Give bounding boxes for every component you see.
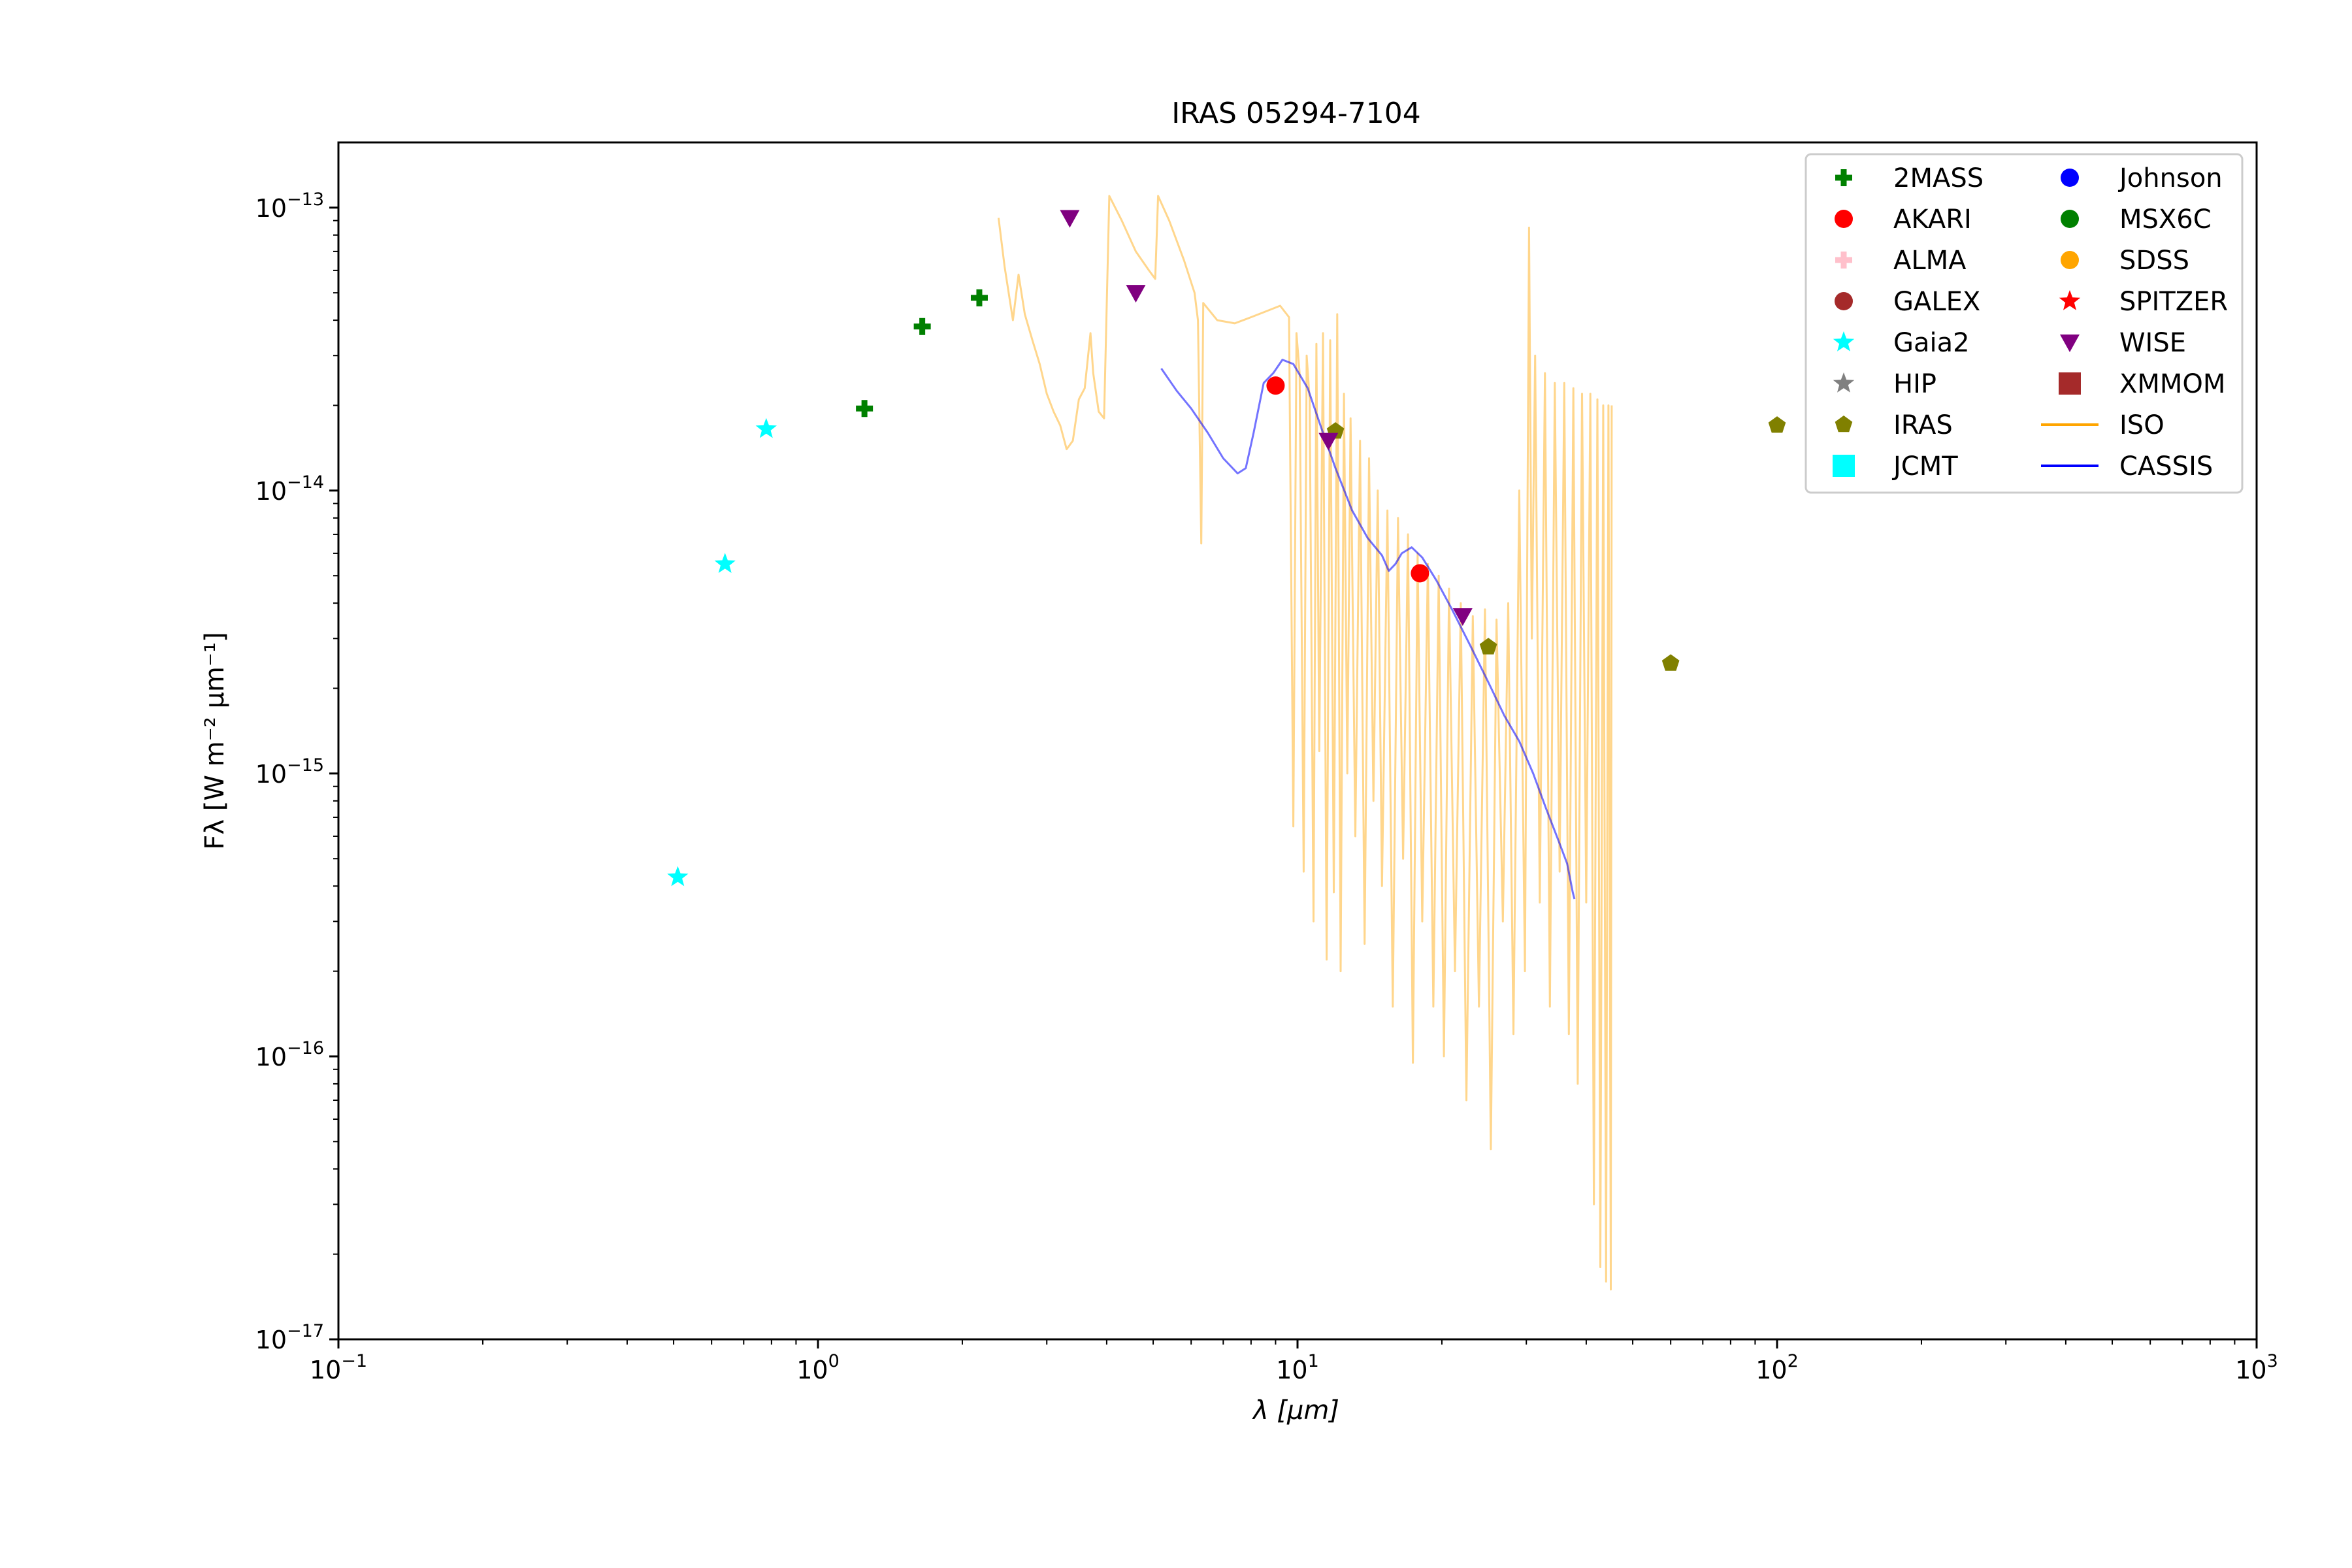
y-tick-label: 10−14: [255, 472, 324, 506]
wise-data-point: [1060, 210, 1080, 228]
legend-marker-msx6c: [2061, 210, 2079, 228]
y-tick-label: 10−16: [255, 1038, 324, 1071]
legend-label-hip: HIP: [1893, 369, 1936, 399]
legend-label-johnson: Johnson: [2117, 163, 2223, 193]
legend: 2MASS AKARI ALMA GALEX Gaia2 HIP IRAS JCMT Johns…: [1805, 153, 2244, 494]
wise-data-point: [1126, 285, 1146, 303]
gaia2-data-point: [714, 553, 736, 573]
cassis-spectrum-line: [1160, 359, 1576, 900]
gaia2-data-point: [667, 866, 689, 887]
wise-data-point: [1318, 433, 1339, 451]
legend-label-sdss: SDSS: [2119, 246, 2189, 276]
y-tick-label: 10−17: [255, 1321, 324, 1354]
legend-marker-johnson: [2061, 169, 2079, 187]
wise-data-point: [1452, 608, 1473, 626]
legend-label-xmmom: XMMOM: [2119, 369, 2225, 399]
iras-data-point: [1661, 654, 1680, 671]
legend-label-iras: IRAS: [1893, 410, 1953, 440]
2mass-data-point: [913, 318, 931, 335]
legend-marker-spitzer: [2059, 290, 2081, 310]
legend-label-akari: AKARI: [1893, 204, 1972, 235]
iras-data-point: [1768, 416, 1786, 433]
legend-label-cassis: CASSIS: [2119, 451, 2213, 482]
legend-label-jcmt: JCMT: [1891, 451, 1958, 482]
legend-marker-wise: [2060, 335, 2080, 352]
legend-label-galex: GALEX: [1893, 287, 1980, 317]
legend-label-wise: WISE: [2119, 328, 2186, 358]
legend-box: [1805, 153, 2244, 494]
x-tick-label: 103: [2235, 1351, 2278, 1384]
y-tick-label: 10−13: [255, 189, 324, 223]
legend-label-alma: ALMA: [1893, 246, 1967, 276]
2mass-data-point: [970, 289, 988, 306]
chart-title: IRAS 05294-7104: [1171, 97, 1421, 130]
akari-data-point: [1266, 376, 1285, 395]
gaia2-data-point: [755, 417, 777, 438]
x-axis-label: λ [μm]: [1252, 1396, 1339, 1426]
legend-marker-hip: [1833, 372, 1855, 393]
akari-data-point: [1411, 564, 1429, 583]
legend-marker-akari: [1835, 210, 1853, 228]
legend-marker-sdss: [2061, 251, 2079, 269]
legend-marker-jcmt: [1833, 455, 1855, 477]
legend-label-2mass: 2MASS: [1893, 163, 1984, 193]
y-axis-label: Fλ [W m⁻² μm⁻¹]: [200, 632, 230, 849]
x-tick-label: 10−1: [310, 1351, 367, 1384]
legend-marker-2mass: [1835, 169, 1852, 186]
x-tick-label: 102: [1756, 1351, 1799, 1384]
spectra-lines: [997, 195, 1613, 1291]
legend-marker-galex: [1835, 292, 1853, 310]
iras-data-point: [1479, 638, 1497, 655]
legend-label-gaia2: Gaia2: [1893, 328, 1970, 358]
x-tick-label: 100: [796, 1351, 840, 1384]
axis-ticks: 10−1 100 101 102 103 10−17 10−16 10−15 10−14 10−1…: [255, 189, 2278, 1384]
y-tick-label: 10−15: [255, 755, 324, 789]
2mass-data-point: [856, 400, 874, 417]
iso-spectrum-line: [997, 195, 1613, 1291]
legend-marker-alma: [1835, 252, 1852, 269]
legend-marker-iras: [1835, 416, 1853, 433]
legend-label-msx6c: MSX6C: [2119, 204, 2212, 235]
legend-marker-gaia2: [1833, 331, 1855, 351]
photometry-markers: [667, 210, 1786, 887]
legend-marker-xmmom: [2059, 372, 2081, 395]
x-tick-label: 101: [1276, 1351, 1319, 1384]
legend-label-spitzer: SPITZER: [2119, 287, 2228, 317]
legend-label-iso: ISO: [2119, 410, 2164, 440]
